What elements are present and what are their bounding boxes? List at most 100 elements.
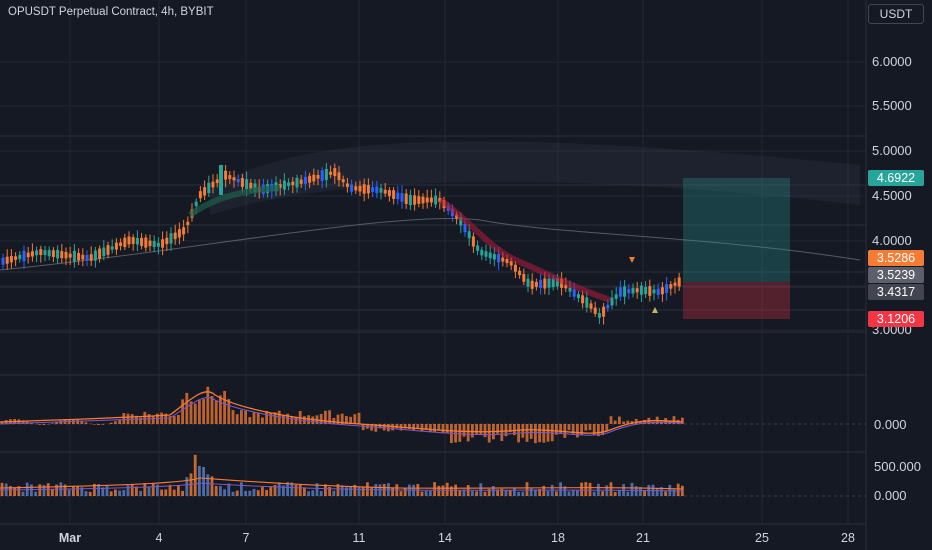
candle-body xyxy=(606,304,610,309)
volume-bar xyxy=(433,482,436,496)
candle-body xyxy=(404,193,408,204)
candle-body xyxy=(173,232,177,240)
macd-histogram-bar xyxy=(601,424,604,436)
volume-bar xyxy=(559,482,562,496)
volume-bar xyxy=(525,482,529,496)
macd-histogram-bar xyxy=(542,424,546,443)
candle-body xyxy=(501,257,505,262)
candle-body xyxy=(497,253,501,263)
macd-histogram-bar xyxy=(261,417,264,424)
macd-histogram-bar xyxy=(193,403,197,424)
volume-bar xyxy=(626,491,630,496)
volume-bar xyxy=(328,487,331,496)
candle-body xyxy=(211,181,215,188)
macd-histogram-bar xyxy=(198,400,201,424)
candle-body xyxy=(39,249,43,256)
macd-histogram-bar xyxy=(639,421,642,424)
candle-body xyxy=(43,250,47,256)
volume-bar xyxy=(214,486,218,496)
moving-average-line xyxy=(0,217,861,271)
candle-body xyxy=(228,175,232,179)
macd-histogram-bar xyxy=(345,416,348,424)
macd-histogram-bar xyxy=(223,390,226,424)
volume-bar xyxy=(248,490,252,496)
macd-histogram-bar xyxy=(466,424,470,442)
candle-body xyxy=(660,287,664,295)
volume-bar xyxy=(336,484,340,496)
volume-bar xyxy=(122,489,126,496)
volume-bar xyxy=(130,483,134,496)
candle-body xyxy=(652,289,656,294)
macd-histogram-bar xyxy=(324,410,327,424)
volume-bar xyxy=(105,486,109,496)
volume-bar xyxy=(340,485,344,496)
macd-histogram-bar xyxy=(395,424,399,429)
macd-histogram-bar xyxy=(84,422,88,424)
candle-body xyxy=(593,307,597,314)
macd-histogram-bar xyxy=(576,424,579,438)
volume-bar xyxy=(9,486,12,496)
macd-histogram-bar xyxy=(592,424,596,435)
volume-bar xyxy=(223,489,226,496)
macd-histogram-bar xyxy=(361,424,365,431)
candle-body xyxy=(72,250,76,262)
macd-histogram-bar xyxy=(290,416,294,424)
volume-bar xyxy=(80,487,84,496)
volume-bar xyxy=(332,490,336,496)
macd-histogram-bar xyxy=(403,424,407,429)
candle-body xyxy=(207,182,211,194)
candle-body xyxy=(429,197,433,203)
volume-bar xyxy=(42,485,46,496)
chart-title[interactable]: OPUSDT Perpetual Contract, 4h, BYBIT xyxy=(8,6,214,18)
macd-histogram-bar xyxy=(408,424,411,430)
candle-body xyxy=(417,196,421,204)
volume-bar xyxy=(303,487,306,496)
grid-lines xyxy=(0,0,866,524)
candle-body xyxy=(295,177,299,188)
candle-body xyxy=(572,289,576,297)
volume-bar xyxy=(282,485,285,496)
volume-bar xyxy=(676,483,680,496)
volume-bar xyxy=(580,482,583,496)
candle-body xyxy=(77,252,81,261)
macd-signal-line xyxy=(0,391,684,434)
currency-button[interactable]: USDT xyxy=(868,4,924,24)
volume-bar xyxy=(307,491,310,496)
candle-body xyxy=(68,253,72,258)
candle-body xyxy=(85,255,89,261)
candle-body xyxy=(400,193,404,202)
candle-body xyxy=(240,178,244,187)
volume-bar xyxy=(630,482,634,496)
long-position-stop-zone[interactable] xyxy=(683,282,790,319)
macd-histogram-bar xyxy=(353,414,357,424)
target-price-badge: 4.6922 xyxy=(868,170,924,186)
date-label: 18 xyxy=(551,531,565,545)
macd-histogram-bar xyxy=(643,419,646,424)
candle-body xyxy=(358,185,362,192)
macd-histogram-bar xyxy=(424,424,428,430)
macd-histogram-bar xyxy=(412,424,415,431)
stop-price-badge: 3.1206 xyxy=(868,311,924,327)
candle-body xyxy=(677,277,681,287)
macd-histogram-bar xyxy=(462,424,466,437)
volume-bar xyxy=(513,487,516,496)
candle-body xyxy=(18,254,22,260)
volume-bar xyxy=(357,487,361,496)
candle-body xyxy=(337,172,341,181)
entry-price-badge: 3.5239 xyxy=(868,267,924,283)
volume-bar xyxy=(227,483,231,496)
macd-histogram-bar xyxy=(294,417,298,424)
volume-bar xyxy=(563,486,567,496)
candle-body xyxy=(89,254,93,261)
macd-histogram-bar xyxy=(479,424,483,435)
volume-bar xyxy=(324,484,327,496)
volume-bar xyxy=(164,489,168,496)
volume-bar xyxy=(458,490,462,496)
long-position-target-zone[interactable] xyxy=(683,178,790,282)
volume-top-label: 500.000 xyxy=(874,459,921,474)
candle-body xyxy=(383,189,387,194)
candle-body xyxy=(140,237,144,246)
volume-bar xyxy=(479,483,483,496)
macd-histogram-bar xyxy=(580,424,583,436)
